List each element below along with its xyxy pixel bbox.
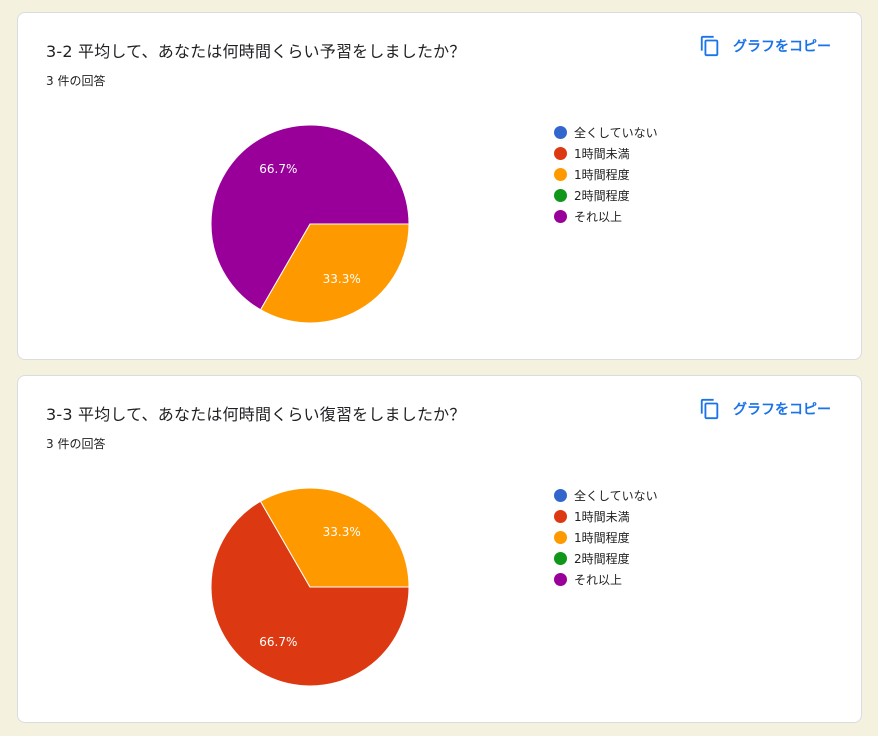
pie-chart: 33.3% 66.7% <box>210 124 410 324</box>
copy-chart-label: グラフをコピー <box>733 402 831 418</box>
legend-swatch <box>554 510 567 523</box>
legend-swatch <box>554 147 567 160</box>
copy-icon <box>699 35 721 57</box>
legend-swatch <box>554 189 567 202</box>
legend-swatch <box>554 126 567 139</box>
legend-swatch <box>554 552 567 565</box>
legend-swatch <box>554 531 567 544</box>
question-title: 3-3 平均して、あなたは何時間くらい復習をしましたか？ <box>46 405 466 424</box>
question-card: 3-2 平均して、あなたは何時間くらい予習をしましたか？ 3 件の回答 グラフを… <box>17 12 862 360</box>
pie-slice <box>210 124 410 311</box>
pie-slice <box>210 500 410 687</box>
legend-item: 1時間未満 <box>554 506 658 527</box>
legend-label: それ以上 <box>574 210 623 224</box>
legend-item: それ以上 <box>554 206 658 227</box>
legend-item: 全くしていない <box>554 485 658 506</box>
legend-item: それ以上 <box>554 569 658 590</box>
legend-label: 全くしていない <box>574 489 658 503</box>
legend-label: 全くしていない <box>574 126 658 140</box>
question-card: 3-3 平均して、あなたは何時間くらい復習をしましたか？ 3 件の回答 グラフを… <box>17 375 862 723</box>
legend-swatch <box>554 489 567 502</box>
legend-label: 2時間程度 <box>574 189 630 203</box>
legend-swatch <box>554 573 567 586</box>
pie-slice <box>259 223 410 324</box>
copy-icon <box>699 398 721 420</box>
copy-chart-button[interactable]: グラフをコピー <box>699 33 831 59</box>
legend-label: 1時間程度 <box>574 531 630 545</box>
legend-swatch <box>554 210 567 223</box>
legend-item: 全くしていない <box>554 122 658 143</box>
legend-item: 1時間未満 <box>554 143 658 164</box>
legend-swatch <box>554 168 567 181</box>
chart-legend: 全くしていない 1時間未満 1時間程度 2時間程度それ以上 <box>554 122 658 227</box>
slice-label: 66.7% <box>259 635 297 649</box>
legend-label: 2時間程度 <box>574 552 630 566</box>
legend-label: 1時間程度 <box>574 168 630 182</box>
pie-slice <box>259 487 410 588</box>
slice-label: 33.3% <box>323 525 361 539</box>
chart-legend: 全くしていない 1時間未満 1時間程度 2時間程度それ以上 <box>554 485 658 590</box>
legend-item: 2時間程度 <box>554 548 658 569</box>
response-count: 3 件の回答 <box>46 74 106 88</box>
pie-chart: 66.7% 33.3% <box>210 487 410 687</box>
slice-label: 66.7% <box>259 162 297 176</box>
response-count: 3 件の回答 <box>46 437 106 451</box>
copy-chart-button[interactable]: グラフをコピー <box>699 396 831 422</box>
legend-item: 1時間程度 <box>554 527 658 548</box>
slice-label: 33.3% <box>323 272 361 286</box>
legend-item: 2時間程度 <box>554 185 658 206</box>
copy-chart-label: グラフをコピー <box>733 39 831 55</box>
question-title: 3-2 平均して、あなたは何時間くらい予習をしましたか？ <box>46 42 466 61</box>
legend-item: 1時間程度 <box>554 164 658 185</box>
legend-label: それ以上 <box>574 573 623 587</box>
legend-label: 1時間未満 <box>574 147 630 161</box>
legend-label: 1時間未満 <box>574 510 630 524</box>
